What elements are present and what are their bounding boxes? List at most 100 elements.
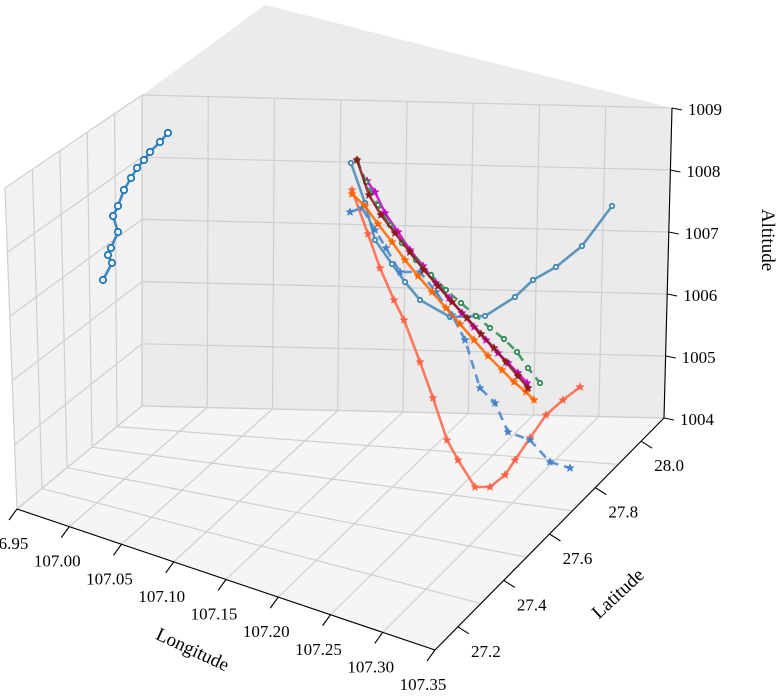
tick-labels: 106.95 107.00 107.05 107.10 107.15 107.20 107.…	[0, 100, 722, 694]
data-point	[511, 293, 519, 301]
data-point	[376, 210, 386, 219]
grid-line-latitude	[41, 487, 481, 605]
data-point	[108, 211, 118, 221]
data-point	[360, 201, 370, 210]
data-point	[460, 335, 470, 344]
data-point	[536, 379, 544, 387]
data-point	[472, 312, 480, 320]
data-point	[500, 335, 508, 343]
x-tick-label: 106.95	[0, 534, 28, 553]
data-point	[565, 463, 575, 472]
data-point	[413, 271, 423, 280]
grid-line-altitude-wall	[7, 156, 143, 253]
grid-line-altitude	[141, 94, 673, 109]
data-point	[575, 382, 585, 391]
grid-line-altitude-wall	[16, 405, 143, 510]
data-point	[119, 185, 129, 195]
data-point	[155, 137, 165, 147]
grid-line-altitude	[141, 156, 671, 171]
data-point	[345, 207, 355, 216]
z-axis-label: Altitude	[757, 209, 776, 271]
z-tick-label: 1006	[683, 286, 717, 305]
data-point	[442, 435, 452, 444]
x-tick	[322, 614, 331, 627]
grid-line-altitude-wall	[4, 94, 143, 189]
data-point	[608, 202, 616, 210]
series-line-track-4	[349, 206, 571, 470]
data-point	[395, 267, 405, 276]
y-tick	[595, 487, 607, 496]
data-point	[497, 365, 507, 374]
grid-line-latitude-wall	[86, 132, 93, 448]
z-tick-label: 1009	[688, 100, 722, 119]
series-track-1	[98, 128, 173, 285]
x-tick-label: 107.05	[86, 569, 133, 588]
data-point	[486, 324, 494, 332]
grid-line-latitude	[91, 446, 573, 512]
y-tick-label: 28.0	[654, 456, 684, 475]
y-tick-label: 27.6	[563, 549, 593, 568]
data-point	[483, 351, 493, 360]
x-tick	[374, 632, 384, 644]
x-tick-label: 107.25	[295, 640, 342, 659]
data-point	[513, 371, 523, 380]
data-point	[578, 242, 586, 250]
z-tick	[668, 231, 679, 235]
data-point	[525, 435, 535, 444]
grid-line-latitude-wall	[31, 169, 43, 489]
data-point	[139, 155, 149, 165]
data-point	[476, 329, 486, 338]
z-tick	[670, 169, 681, 173]
grid-line-longitude	[121, 408, 273, 545]
data-point	[347, 189, 357, 198]
x-tick	[165, 561, 175, 574]
y-tick	[640, 440, 653, 449]
data-point	[427, 287, 437, 296]
grid-line-altitude	[141, 281, 668, 295]
data-point	[163, 128, 173, 138]
data-point	[364, 190, 374, 199]
x-tick	[60, 526, 70, 538]
data-point	[113, 227, 123, 237]
data-point	[428, 393, 438, 402]
data-point	[485, 482, 495, 491]
y-axis-label: Latitude	[588, 565, 649, 624]
z-tick-label: 1005	[682, 348, 716, 367]
data-point	[510, 455, 520, 464]
grid-line-altitude	[141, 218, 669, 233]
y-tick-label: 27.8	[608, 503, 638, 522]
data-point	[387, 237, 397, 246]
data-point	[371, 236, 379, 244]
y-tick-label: 27.2	[471, 642, 501, 661]
data-point	[401, 278, 409, 286]
x-tick-label: 107.30	[347, 657, 394, 676]
data-point	[470, 482, 480, 491]
data-point	[529, 395, 539, 404]
data-point	[552, 263, 560, 271]
data-point	[503, 427, 513, 436]
data-point	[416, 296, 424, 304]
data-point	[419, 265, 429, 274]
data-point	[523, 383, 533, 392]
z-tick	[663, 417, 675, 421]
z-tick-label: 1008	[686, 162, 720, 181]
data-point	[453, 455, 463, 464]
y-tick	[549, 533, 561, 542]
data-point	[481, 312, 489, 320]
grid-line-longitude-wall	[337, 99, 342, 411]
data-point	[524, 364, 532, 372]
x-tick	[217, 579, 227, 591]
grid-line-latitude-wall	[4, 187, 18, 510]
data-point	[132, 163, 142, 173]
data-point	[441, 303, 451, 312]
data-point	[455, 319, 465, 328]
data-point	[500, 470, 510, 479]
data-point	[98, 275, 108, 285]
grid-line-altitude	[141, 405, 665, 419]
z-tick	[665, 355, 676, 359]
data-point	[145, 147, 155, 157]
back-wall-pane	[142, 5, 672, 418]
data-point	[513, 348, 521, 356]
data-point	[390, 228, 400, 237]
